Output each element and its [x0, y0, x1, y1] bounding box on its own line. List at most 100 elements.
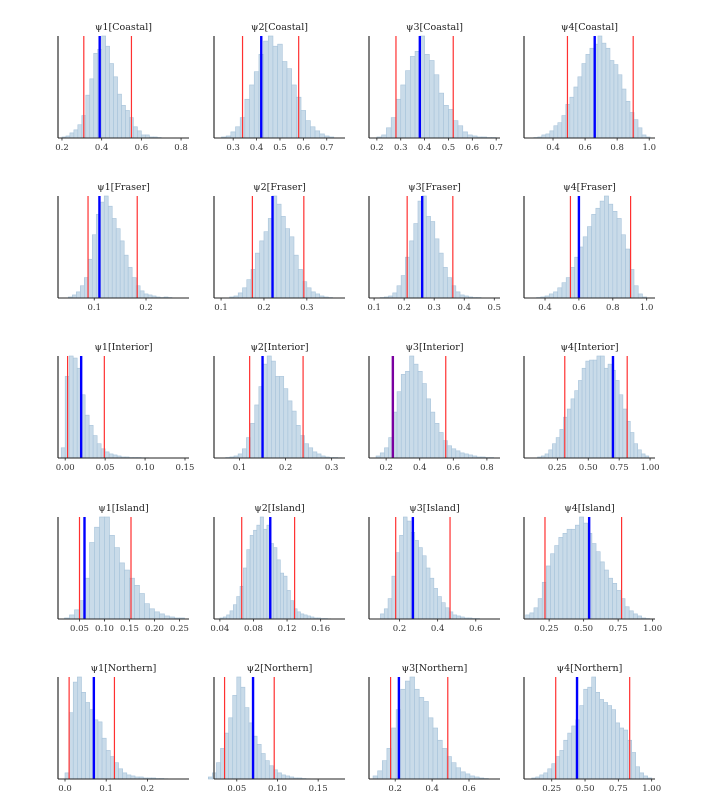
histogram-bar: [121, 105, 126, 139]
x-tick-label: 0.4: [425, 784, 439, 794]
histogram-bar: [395, 98, 402, 139]
histogram-bar: [230, 131, 236, 139]
histogram-bar: [64, 772, 70, 780]
histogram-bar: [117, 93, 122, 139]
x-tick-label: 0.2: [379, 463, 393, 473]
histogram-bar: [94, 526, 100, 620]
histogram-bar: [99, 516, 105, 620]
histogram-bar: [272, 45, 278, 139]
histogram-bar: [585, 360, 590, 459]
histogram-panel: 0.00 0.05 0.10 0.15 ψ1[Interior]: [56, 342, 195, 473]
histogram-bar: [107, 205, 113, 299]
bars: [537, 355, 650, 459]
histogram-bar: [533, 607, 539, 620]
x-tick-label: 0.25: [540, 624, 559, 634]
histogram-bar: [460, 771, 466, 780]
histogram-bar: [250, 423, 256, 459]
histogram-bar: [280, 572, 284, 620]
x-tick-label: 0.16: [311, 624, 330, 634]
histogram-bar: [403, 516, 408, 620]
histogram-bar: [81, 691, 86, 780]
histogram-bar: [575, 524, 580, 620]
histogram-bar: [625, 100, 631, 139]
histogram-bar: [583, 688, 589, 780]
histogram-bar: [548, 293, 554, 299]
histogram-bar: [443, 105, 449, 139]
x-tick-label: 0.50: [579, 463, 598, 473]
panel-title: ψ4[Interior]: [560, 342, 618, 353]
histogram-bar: [563, 416, 568, 459]
histogram-bar: [286, 590, 291, 620]
histogram-bar: [430, 221, 436, 299]
histogram-bar: [578, 380, 583, 459]
histogram-bar: [400, 84, 406, 139]
histogram-bar: [437, 739, 443, 780]
histogram-bar: [537, 598, 543, 620]
x-tick-label: 0.4: [418, 143, 432, 153]
histogram-bar: [418, 547, 423, 620]
histogram-bar: [465, 773, 471, 780]
histogram-bar: [428, 717, 434, 780]
histogram-bar: [256, 744, 262, 780]
histogram-bar: [302, 281, 308, 299]
histogram-bar: [595, 691, 600, 780]
histogram-bar: [283, 388, 289, 459]
histogram-bar: [637, 127, 643, 139]
histogram-bar: [134, 585, 140, 620]
histogram-bar: [591, 543, 597, 620]
histogram-bar: [137, 130, 142, 139]
histogram-bar: [447, 277, 452, 299]
histogram-bar: [287, 400, 293, 459]
histogram-bar: [119, 240, 125, 299]
x-tick-label: 0.25: [548, 463, 567, 473]
x-tick-label: 1.0: [642, 143, 656, 153]
histogram-panel: 0.2 0.4 0.6 0.8 ψ3[Interior]: [368, 342, 500, 473]
histogram-bar: [569, 96, 575, 139]
histogram-bar: [451, 762, 457, 780]
histogram-panel: 0.2 0.4 0.6 0.8 ψ1[Coastal]: [55, 22, 189, 153]
histogram-bar: [119, 562, 125, 620]
histogram-panel: 0.1 0.2 ψ1[Fraser]: [57, 182, 189, 313]
histogram-bar: [448, 109, 454, 139]
histogram-bar: [237, 453, 243, 459]
histogram-bar: [620, 234, 626, 299]
histogram-bar: [553, 125, 559, 139]
histogram-bar: [85, 702, 91, 780]
histogram-bar: [154, 611, 160, 620]
histogram-bar: [263, 231, 269, 299]
histogram-bar: [220, 748, 225, 780]
x-tick-label: 0.2: [139, 303, 153, 313]
histogram-bar: [242, 287, 248, 299]
histogram-bar: [139, 593, 145, 620]
histogram-bar: [290, 600, 295, 620]
x-tick-label: 0.3: [226, 143, 240, 153]
histogram-bar: [400, 688, 406, 780]
histogram-bar: [300, 613, 305, 620]
x-tick-label: 0.2: [257, 303, 271, 313]
histogram-bar: [387, 598, 393, 620]
panel-title: ψ1[Northern]: [91, 663, 157, 674]
histogram-bar: [396, 285, 402, 299]
histogram-bar: [455, 291, 461, 299]
histogram-bar: [577, 76, 583, 139]
x-tick-label: 1.00: [642, 784, 661, 794]
panel-title: ψ4[Northern]: [557, 663, 623, 674]
histogram-bar: [295, 425, 301, 459]
histogram-bar: [74, 609, 80, 620]
histogram-bar: [80, 285, 85, 299]
histogram-bar: [143, 293, 149, 299]
histogram-bar: [633, 285, 639, 299]
histogram-bar: [305, 120, 311, 139]
x-tick-label: 0.0: [58, 784, 72, 794]
histogram-panel: 0.4 0.6 0.8 1.0 ψ4[Coastal]: [523, 22, 656, 153]
x-tick-label: 1.00: [641, 463, 660, 473]
histogram-bar: [608, 577, 613, 620]
histogram-bar: [417, 370, 423, 459]
histogram-bar: [96, 443, 102, 459]
x-tick-label: 0.1: [87, 303, 101, 313]
bars: [229, 195, 333, 299]
histogram-bar: [409, 355, 415, 459]
histogram-bar: [582, 236, 588, 299]
x-tick-label: 0.6: [297, 143, 311, 153]
histogram-bar: [406, 520, 412, 620]
